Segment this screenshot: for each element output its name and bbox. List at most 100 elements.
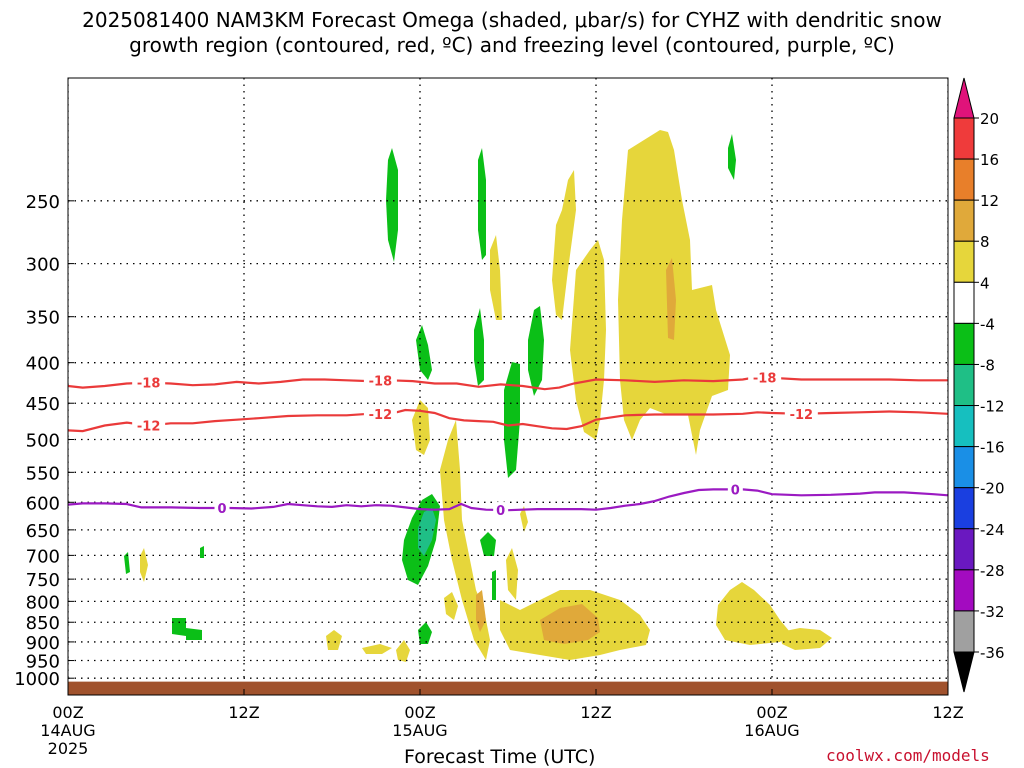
y-tick-label: 550 — [26, 463, 60, 484]
omega-region — [520, 506, 528, 532]
colorbar-label: 8 — [980, 233, 990, 251]
x-tick-label: 2025 — [48, 739, 89, 758]
contour-label: -18 — [137, 377, 161, 392]
ground-surface — [68, 681, 948, 695]
omega-region — [396, 640, 410, 662]
omega-region — [570, 240, 606, 440]
omega-region — [444, 592, 458, 620]
omega-region — [412, 400, 430, 455]
contour-label-bg — [214, 499, 230, 516]
y-tick-label: 450 — [26, 394, 60, 415]
colorbar-swatch — [953, 240, 975, 283]
omega-region — [504, 362, 520, 478]
colorbar-swatch — [953, 487, 975, 530]
contour-label-bg — [363, 405, 397, 422]
colorbar-swatch — [953, 199, 975, 242]
colorbar-swatch — [953, 610, 975, 653]
colorbar-label: -8 — [980, 356, 995, 374]
colorbar-label: -32 — [980, 603, 1005, 621]
colorbar-swatch — [953, 446, 975, 489]
omega-region — [728, 134, 736, 180]
contour-label: 0 — [731, 483, 740, 498]
colorbar-swatch — [953, 117, 975, 160]
x-axis-title: Forecast Time (UTC) — [404, 746, 596, 768]
omega-region — [540, 604, 600, 644]
colorbar-label: 16 — [980, 151, 999, 169]
contour-label-bg — [784, 405, 818, 422]
omega-colorbar: 20 16 12 8 4 -4 -8 -12 -16 -20 -24 -28 -32 -36 — [953, 77, 1005, 693]
x-tick-label: 16AUG — [744, 721, 799, 740]
colorbar-label: 12 — [980, 192, 999, 210]
plot-frame — [67, 77, 949, 696]
y-tick-label: 700 — [26, 546, 60, 567]
y-tick-label: 850 — [26, 613, 60, 634]
y-tick-label: 950 — [26, 652, 60, 673]
x-tick-label: 00Z — [756, 703, 787, 722]
contour-label-bg — [493, 502, 509, 519]
omega-region — [716, 582, 790, 645]
omega-region — [552, 170, 576, 320]
omega-region — [528, 306, 544, 396]
contour-line — [68, 488, 948, 512]
omega-region — [492, 570, 496, 600]
omega-region — [418, 622, 432, 644]
x-tick-label: 12Z — [228, 703, 259, 722]
y-tick-label: 350 — [26, 308, 60, 329]
x-tick-label: 00Z — [52, 703, 83, 722]
contour-label: -12 — [790, 408, 814, 423]
colorbar-swatch — [953, 528, 975, 571]
omega-region — [506, 548, 518, 600]
contour-label-bg — [748, 369, 782, 386]
colorbar-swatch — [953, 363, 975, 407]
colorbar-swatch — [953, 569, 975, 612]
omega-region — [124, 552, 130, 574]
colorbar-swatch — [953, 281, 975, 324]
chart-title-line1: 2025081400 NAM3KM Forecast Omega (shaded… — [82, 8, 942, 32]
omega-region — [326, 630, 342, 650]
omega-shading — [124, 130, 832, 662]
colorbar-label: -20 — [980, 480, 1005, 498]
y-tick-label: 300 — [26, 255, 60, 276]
x-tick-label: 15AUG — [392, 721, 447, 740]
credit-link[interactable]: coolwx.com/models — [826, 746, 990, 765]
contour-label: -12 — [137, 419, 161, 434]
omega-region — [490, 235, 502, 320]
contour-label: -18 — [753, 371, 777, 386]
omega-region — [140, 548, 148, 582]
gridlines — [68, 78, 948, 695]
contour-label: 0 — [496, 504, 505, 519]
omega-region — [172, 618, 202, 640]
omega-region — [200, 546, 204, 558]
omega-region — [476, 590, 486, 632]
x-tick-label: 00Z — [404, 703, 435, 722]
omega-region — [362, 644, 392, 654]
contour-line — [68, 408, 948, 433]
y-tick-label: 900 — [26, 633, 60, 654]
colorbar-label: -36 — [980, 644, 1005, 662]
contour-label-bg — [132, 417, 166, 434]
y-tick-label: 650 — [26, 521, 60, 542]
colorbar-max-arrow — [953, 77, 975, 119]
temperature-contours: -18 -18 -18 -12 -12 -12 0 0 0 — [68, 369, 948, 519]
colorbar-label: -24 — [980, 521, 1005, 539]
colorbar-swatch — [953, 158, 975, 201]
y-tick-label: 1000 — [14, 669, 60, 690]
y-tick-label: 500 — [26, 431, 60, 452]
y-tick-label: 400 — [26, 354, 60, 375]
contour-label: -12 — [369, 408, 393, 423]
omega-region — [478, 148, 486, 260]
y-tick-label: 600 — [26, 493, 60, 514]
colorbar-swatch — [953, 322, 975, 365]
colorbar-label: 20 — [980, 110, 999, 128]
y-tick-label: 750 — [26, 570, 60, 591]
omega-region — [666, 258, 676, 340]
omega-region — [418, 508, 436, 556]
contour-label-bg — [727, 481, 743, 498]
y-tick-label: 800 — [26, 592, 60, 613]
contour-label: 0 — [217, 502, 226, 517]
omega-region — [386, 148, 398, 262]
x-tick-label: 14AUG — [40, 721, 95, 740]
colorbar-label: -28 — [980, 562, 1005, 580]
